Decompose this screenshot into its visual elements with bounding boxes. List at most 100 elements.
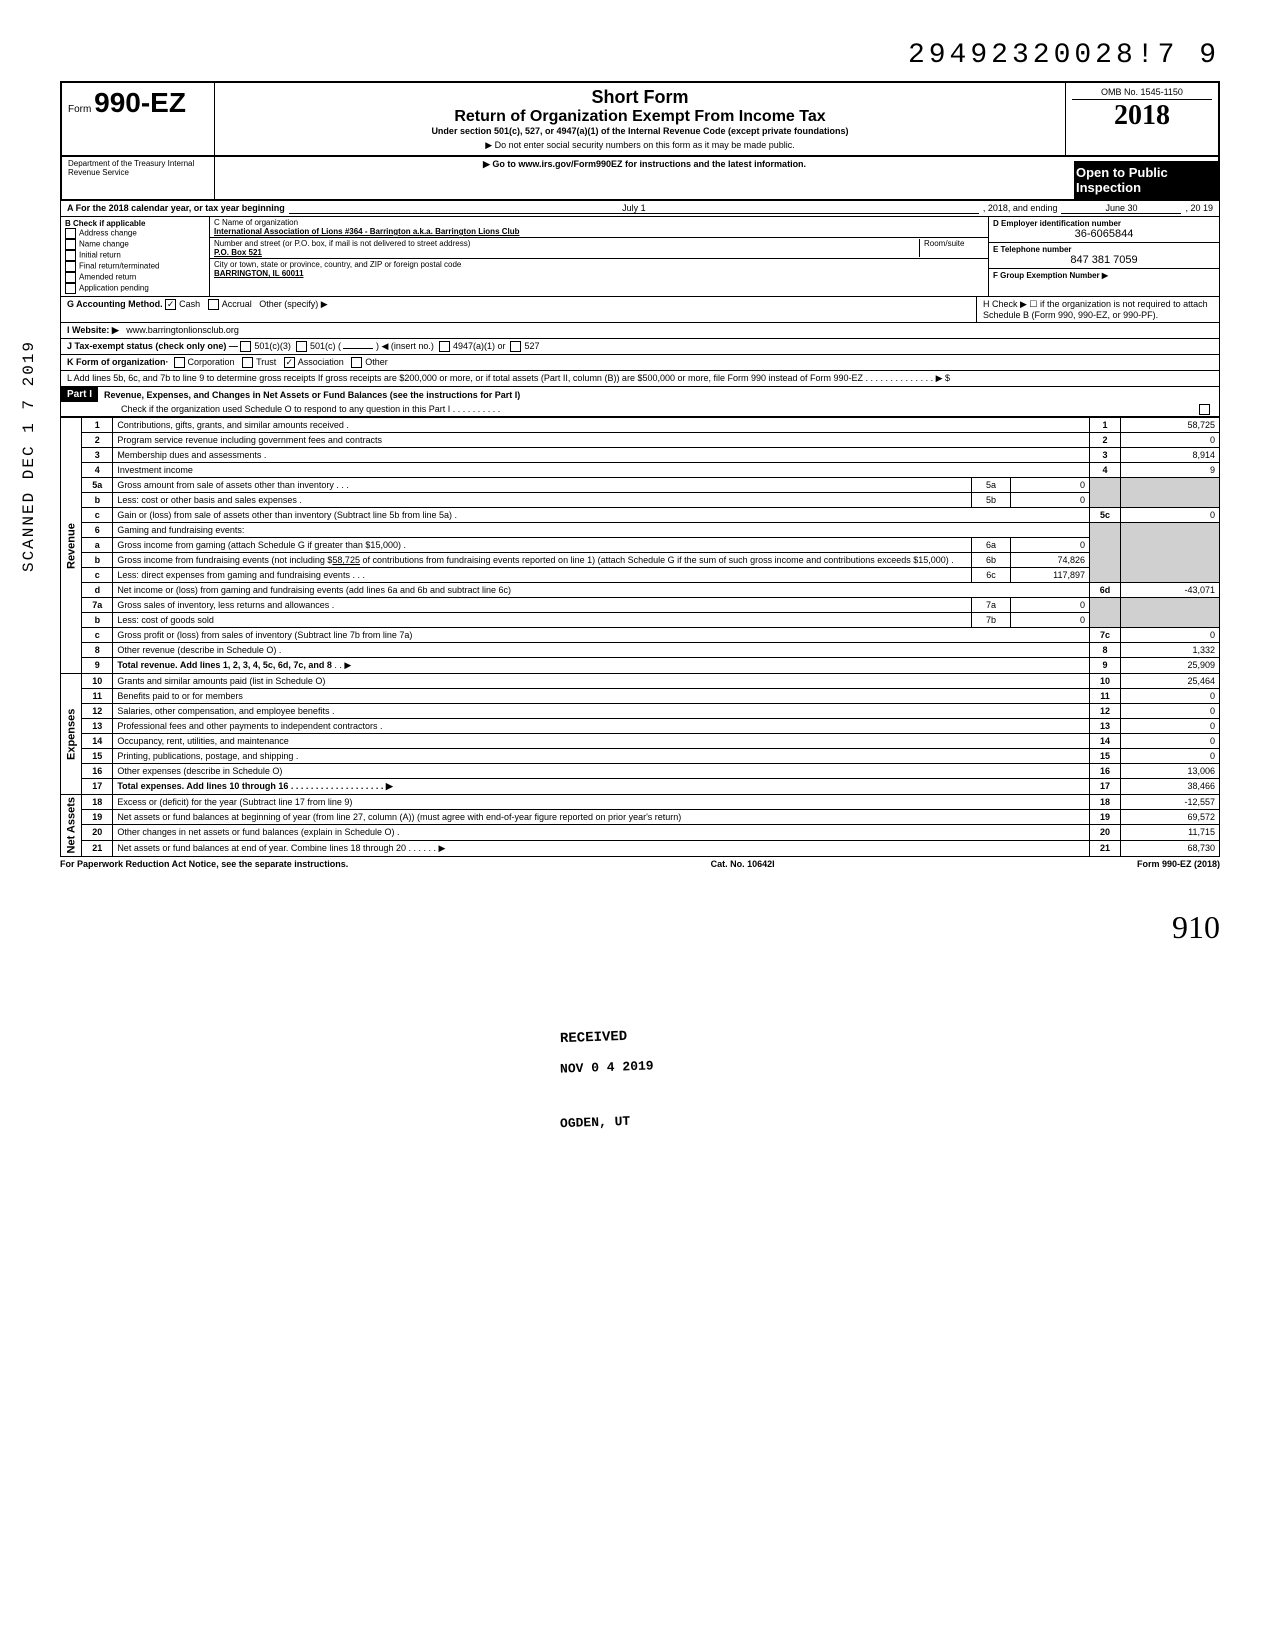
line-7c-text: Gross profit or (loss) from sales of inv… (113, 628, 1090, 643)
row-k: K Form of organization· Corporation Trus… (60, 355, 1220, 371)
chk-501c[interactable] (296, 341, 307, 352)
line-14-amt: 0 (1121, 734, 1220, 749)
b-header: B Check if applicable (65, 219, 205, 228)
chk-527[interactable] (510, 341, 521, 352)
year-begin: July 1 (289, 203, 979, 214)
chk-name[interactable] (65, 239, 76, 250)
line-6c-text: Less: direct expenses from gaming and fu… (113, 568, 972, 583)
line-16-amt: 13,006 (1121, 764, 1220, 779)
c-label: C Name of organization (214, 218, 984, 227)
chk-initial[interactable] (65, 250, 76, 261)
stamp-ogden: OGDEN, UT (560, 1114, 631, 1131)
city-label: City or town, state or province, country… (214, 260, 984, 269)
part1-title: Revenue, Expenses, and Changes in Net As… (98, 388, 526, 402)
col-de: D Employer identification number 36-6065… (989, 217, 1219, 296)
chk-address[interactable] (65, 228, 76, 239)
chk-corp[interactable] (174, 357, 185, 368)
line-19-amt: 69,572 (1121, 810, 1220, 825)
g-cash: Cash (179, 299, 200, 309)
f-label: F Group Exemption Number ▶ (993, 271, 1215, 280)
form-subtitle: Under section 501(c), 527, or 4947(a)(1)… (221, 126, 1059, 136)
open-public-label: Open to Public Inspection (1074, 161, 1218, 199)
chk-501c3[interactable] (240, 341, 251, 352)
line-7a-text: Gross sales of inventory, less returns a… (113, 598, 972, 613)
row-a-yr: , 20 19 (1185, 203, 1213, 214)
j-b: 501(c) ( (310, 341, 341, 351)
chk-assoc[interactable] (284, 357, 295, 368)
b-item-1: Name change (79, 240, 129, 249)
line-5b-amt: 0 (1011, 493, 1090, 508)
chk-trust[interactable] (242, 357, 253, 368)
k-trust: Trust (256, 357, 276, 367)
line-1-amt: 58,725 (1121, 418, 1220, 433)
line-10-text: Grants and similar amounts paid (list in… (113, 674, 1090, 689)
line-8-amt: 1,332 (1121, 643, 1220, 658)
line-6a-text: Gross income from gaming (attach Schedul… (113, 538, 972, 553)
j-d: 527 (524, 341, 539, 351)
line-6d-amt: -43,071 (1121, 583, 1220, 598)
j-b2: ) ◀ (insert no.) (376, 341, 434, 351)
omb-number: OMB No. 1545-1150 (1072, 87, 1212, 100)
k-corp: Corporation (188, 357, 235, 367)
j-label: J Tax-exempt status (check only one) — (67, 341, 238, 351)
chk-4947[interactable] (439, 341, 450, 352)
line-7b-text: Less: cost of goods sold (113, 613, 972, 628)
line-4-amt: 9 (1121, 463, 1220, 478)
line-10-amt: 25,464 (1121, 674, 1220, 689)
form-title: Return of Organization Exempt From Incom… (221, 108, 1059, 126)
b-item-0: Address change (79, 229, 137, 238)
side-revenue: Revenue (61, 418, 82, 674)
j-c: 4947(a)(1) or (453, 341, 506, 351)
section-bcdef: B Check if applicable Address change Nam… (60, 217, 1220, 297)
d-label: D Employer identification number (993, 219, 1215, 228)
line-16-text: Other expenses (describe in Schedule O) (113, 764, 1090, 779)
ein-value: 36-6065844 (993, 228, 1215, 240)
chk-schedule-o[interactable] (1199, 404, 1210, 415)
chk-other-org[interactable] (351, 357, 362, 368)
line-6b-text1: Gross income from fundraising events (no… (117, 555, 332, 565)
chk-cash[interactable] (165, 299, 176, 310)
b-item-3: Final return/terminated (79, 262, 159, 271)
row-j: J Tax-exempt status (check only one) — 5… (60, 339, 1220, 355)
b-item-2: Initial return (79, 251, 121, 260)
lines-table: Revenue 1Contributions, gifts, grants, a… (60, 417, 1220, 856)
chk-amended[interactable] (65, 272, 76, 283)
chk-accrual[interactable] (208, 299, 219, 310)
col-c: C Name of organization International Ass… (210, 217, 989, 296)
line-3-text: Membership dues and assessments . (113, 448, 1090, 463)
line-6b-contrib: 58,725 (332, 555, 360, 565)
form-prefix: Form (68, 104, 91, 115)
stamp-received: RECEIVED (560, 1029, 628, 1047)
line-6d-text: Net income or (loss) from gaming and fun… (113, 583, 1090, 598)
line-6a-amt: 0 (1011, 538, 1090, 553)
city-value: BARRINGTON, IL 60011 (214, 269, 984, 278)
col-b: B Check if applicable Address change Nam… (61, 217, 210, 296)
street-label: Number and street (or P.O. box, if mail … (214, 239, 919, 248)
handwritten-note: 910 (60, 909, 1220, 946)
j-a: 501(c)(3) (254, 341, 291, 351)
chk-final[interactable] (65, 261, 76, 272)
line-4-text: Investment income (113, 463, 1090, 478)
line-6-text: Gaming and fundraising events: (113, 523, 1090, 538)
line-15-text: Printing, publications, postage, and shi… (113, 749, 1090, 764)
i-label: I Website: ▶ (67, 325, 119, 335)
footer-right: Form 990-EZ (2018) (1137, 859, 1220, 869)
street-value: P.O. Box 521 (214, 248, 919, 257)
chk-pending[interactable] (65, 283, 76, 294)
line-6c-amt: 117,897 (1011, 568, 1090, 583)
b-item-5: Application pending (79, 284, 149, 293)
k-other: Other (365, 357, 388, 367)
line-15-amt: 0 (1121, 749, 1220, 764)
row-a: A For the 2018 calendar year, or tax yea… (60, 201, 1220, 217)
stamp-date: NOV 0 4 2019 (560, 1058, 654, 1076)
row-l: L Add lines 5b, 6c, and 7b to line 9 to … (60, 371, 1220, 387)
part1-header: Part I Revenue, Expenses, and Changes in… (60, 387, 1220, 417)
row-a-mid: , 2018, and ending (983, 203, 1058, 214)
line-21-text: Net assets or fund balances at end of ye… (113, 840, 1090, 856)
g-label: G Accounting Method. (67, 299, 163, 309)
g-accrual: Accrual (222, 299, 252, 309)
k-assoc: Association (298, 357, 344, 367)
line-20-text: Other changes in net assets or fund bala… (113, 825, 1090, 840)
line-5a-amt: 0 (1011, 478, 1090, 493)
form-note-2: ▶ Go to www.irs.gov/Form990EZ for instru… (215, 157, 1074, 199)
